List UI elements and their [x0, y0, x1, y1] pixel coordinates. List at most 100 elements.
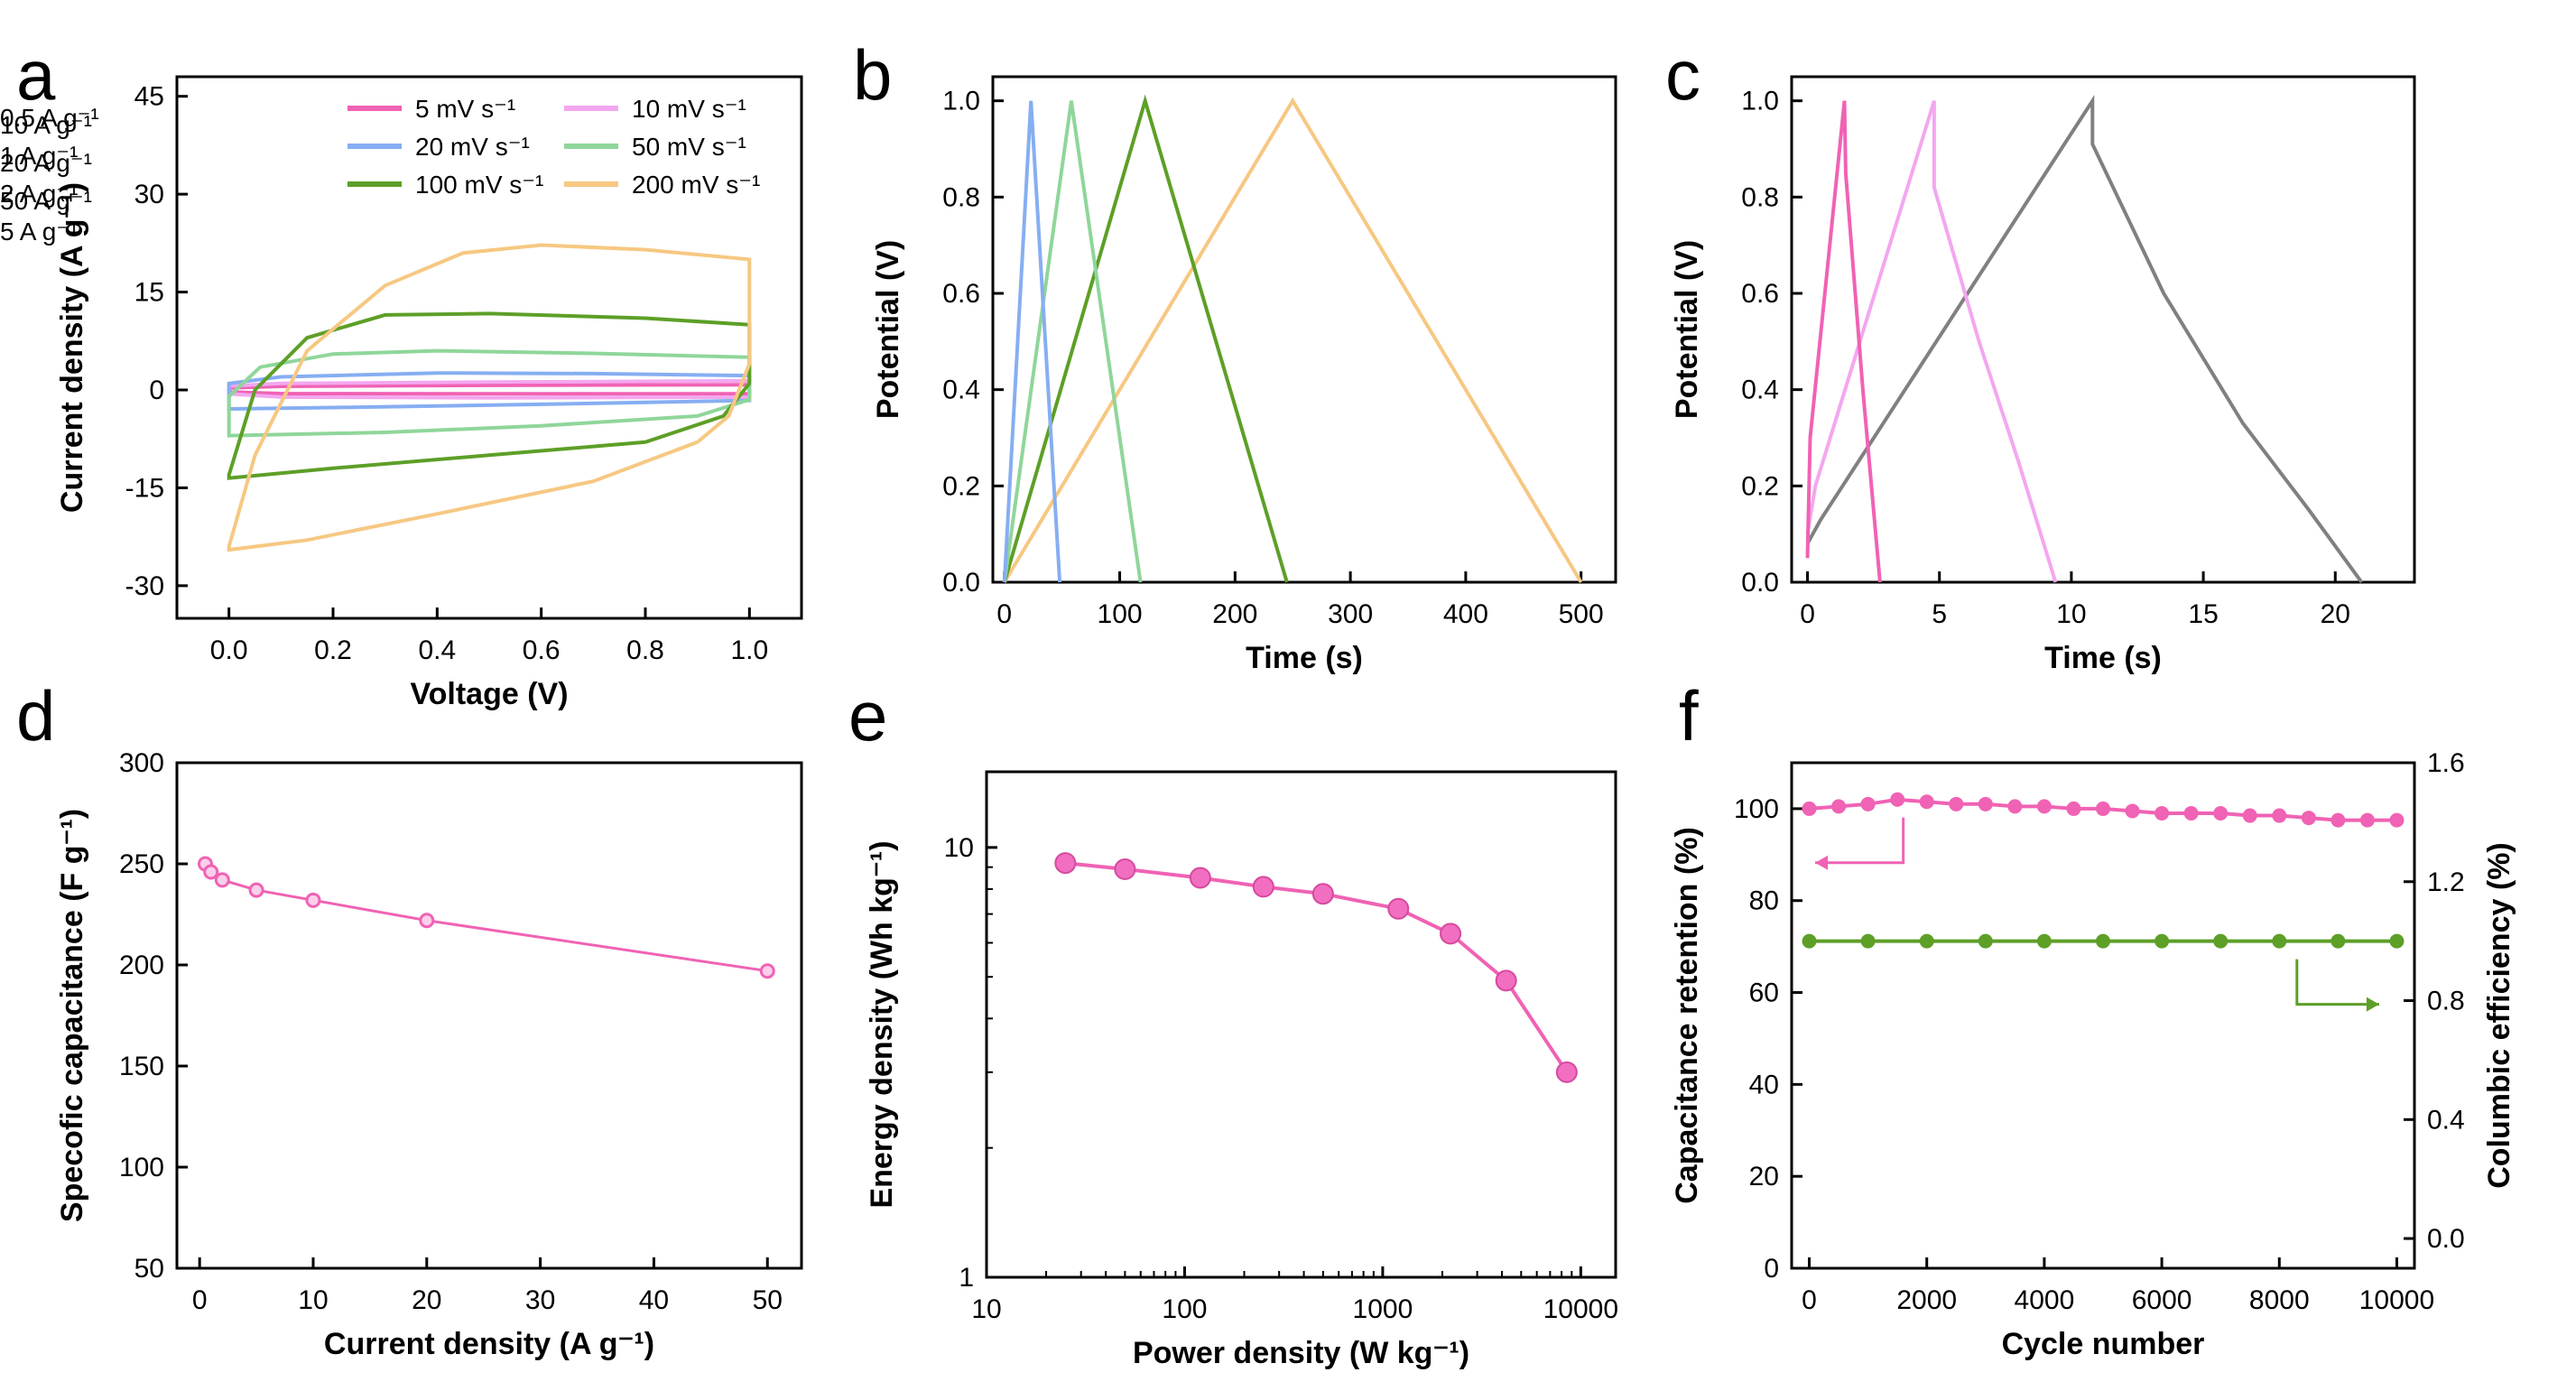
- panel-a-cv-curve: [227, 371, 752, 412]
- panel-f-x-axis-label: Cycle number: [2002, 1327, 2205, 1361]
- panel-c-plot-frame: [1790, 75, 2416, 584]
- panel-c-y-tick-label: 0.6: [1741, 279, 1779, 309]
- panel-d-y-tick-label: 200: [119, 951, 164, 980]
- panel-a-x-tick-label: 0.4: [418, 635, 456, 665]
- panel-f-retention-point: [2125, 803, 2140, 819]
- panel-d-x-axis-label: Current density (A g⁻¹): [324, 1327, 654, 1361]
- panel-c-gcd-curve: [1805, 100, 1882, 583]
- panel-f-cycling-stability: 0 2000 4000 6000 8000 10000 0 20 40 60 80 100 Cycle …: [1670, 748, 2516, 1361]
- panel-f-retention-point: [2154, 806, 2170, 821]
- panel-e-point: [1311, 883, 1334, 905]
- panel-f-x-tick-label: 0: [1802, 1285, 1817, 1315]
- panel-a-y-tick-label: 0: [149, 376, 164, 405]
- panel-b-x-tick-label: 100: [1098, 599, 1143, 629]
- panel-f-x-tick-label: 4000: [2015, 1285, 2075, 1315]
- panel-f-retention-point: [1860, 796, 1876, 811]
- panel-c-y-tick-label: 1.0: [1741, 87, 1779, 116]
- panel-label-c: c: [1665, 35, 1700, 115]
- panel-b-gcd-curve: [1002, 100, 1143, 583]
- panel-a-legend-label: 100 mV s⁻¹: [415, 171, 543, 199]
- panel-e-x-tick-label: 10000: [1543, 1294, 1618, 1324]
- panel-e-x-tick-label: 100: [1162, 1294, 1207, 1324]
- panel-f-retention-point: [2066, 801, 2081, 816]
- panel-f-efficiency-arrow: [2295, 959, 2379, 1006]
- panel-e-x-tick-label: 1000: [1353, 1294, 1413, 1324]
- panel-label-e: e: [848, 676, 887, 756]
- panel-f-retention-point: [1890, 792, 1905, 807]
- panel-a-x-tick-label: 1.0: [730, 635, 768, 665]
- panel-f-y-tick-label: 20: [1749, 1162, 1779, 1192]
- panel-f-retention-point: [2330, 812, 2346, 828]
- panel-d-x-tick-label: 10: [298, 1285, 328, 1315]
- panel-b-x-axis-label: Time (s): [1246, 641, 1363, 675]
- panel-d-x-tick-label: 0: [192, 1285, 208, 1315]
- panel-f-x-tick-label: 6000: [2132, 1285, 2192, 1315]
- panel-b-plot-frame: [991, 75, 1617, 584]
- panel-label-b: b: [853, 35, 892, 115]
- panel-f-efficiency-point: [1860, 933, 1876, 949]
- panel-c-y-axis-label: Potential (V): [1670, 240, 1704, 419]
- panel-f-efficiency-point: [2036, 933, 2052, 949]
- panel-b-x-tick-label: 500: [1559, 599, 1604, 629]
- panel-f-y-right-tick-label: 1.6: [2427, 748, 2465, 778]
- panel-f-efficiency-point: [1802, 933, 1817, 949]
- panel-a-x-tick-label: 0.6: [523, 635, 561, 665]
- panel-a-legend-label: 20 mV s⁻¹: [415, 133, 530, 161]
- panel-d-y-tick-label: 150: [119, 1052, 164, 1081]
- panel-b-gcd-curve: [1002, 100, 1062, 583]
- panel-b-gcd-curve: [1003, 97, 1583, 584]
- panel-d-line: [204, 863, 768, 973]
- panel-d-y-axis-label: Specofic capacitance (F g⁻¹): [55, 809, 89, 1222]
- panel-d-point: [759, 963, 775, 979]
- panel-f-retention-point: [2096, 801, 2110, 816]
- panel-f-y-tick-label: 80: [1749, 886, 1779, 916]
- panel-f-retention-point: [1949, 796, 1964, 811]
- panel-f-plot-frame: [1790, 761, 2416, 1270]
- panel-f-x-tick-label: 8000: [2249, 1285, 2310, 1315]
- panel-a-x-tick-label: 0.2: [314, 635, 352, 665]
- panel-d-y-tick-label: 100: [119, 1153, 164, 1182]
- panel-d-x-tick-label: 40: [639, 1285, 669, 1315]
- panel-e-x-axis-label: Power density (W kg⁻¹): [1133, 1336, 1469, 1370]
- panel-c-y-tick-label: 0.8: [1741, 182, 1779, 212]
- panel-f-y-tick-label: 0: [1764, 1254, 1779, 1284]
- panel-d-y-tick-label: 250: [119, 849, 164, 879]
- panel-b-x-tick-label: 300: [1328, 599, 1373, 629]
- panel-e-plot-frame: [985, 770, 1617, 1279]
- panel-a-x-tick-label: 0.0: [210, 635, 248, 665]
- panel-d-point: [419, 913, 435, 929]
- panel-e-y-tick-label: 10: [944, 833, 974, 863]
- panel-f-y-right-tick-label: 0.4: [2427, 1105, 2465, 1135]
- panel-b-y-tick-label: 0.4: [942, 376, 980, 405]
- panel-c-x-axis-label: Time (s): [2044, 641, 2162, 675]
- panel-a-legend-label: 10 mV s⁻¹: [632, 95, 746, 123]
- panel-f-y-tick-label: 60: [1749, 978, 1779, 1008]
- panel-f-y-tick-label: 100: [1734, 794, 1779, 824]
- panel-f-efficiency-point: [2389, 933, 2405, 949]
- panel-b-x-tick-label: 0: [996, 599, 1012, 629]
- panel-a-cv-curve: [227, 243, 752, 552]
- panel-b-legend-label: 5 A g⁻¹: [0, 218, 78, 246]
- panel-f-efficiency-point: [2330, 933, 2346, 949]
- panel-d-point: [203, 864, 219, 880]
- panel-e-point: [1252, 876, 1274, 898]
- panel-d-point: [214, 872, 230, 888]
- panel-e-point: [1054, 852, 1077, 875]
- panel-c-legend-label: 20 A g⁻¹: [0, 149, 92, 177]
- panel-f-retention-arrowhead: [1815, 855, 1829, 870]
- panel-f-y-right-tick-label: 0.0: [2427, 1224, 2465, 1254]
- panel-c-x-tick-label: 0: [1800, 599, 1815, 629]
- panel-b-legend-label: 1 A g⁻¹: [0, 142, 78, 170]
- panel-a-legend-label: 5 mV s⁻¹: [415, 95, 515, 123]
- panel-e-y-axis-label: Energy density (Wh kg⁻¹): [865, 840, 899, 1208]
- panel-f-y-tick-label: 40: [1749, 1070, 1779, 1099]
- panel-a-y-tick-label: -30: [125, 571, 164, 601]
- panel-f-y-right-tick-label: 0.8: [2427, 987, 2465, 1016]
- panel-b-y-tick-label: 0.6: [942, 279, 980, 309]
- panel-f-y-right-axis-label: Columbic efficiency (%): [2482, 842, 2516, 1189]
- panel-b-y-tick-label: 0.2: [942, 471, 980, 501]
- panel-c-x-tick-label: 5: [1932, 599, 1947, 629]
- panel-f-efficiency-point: [2213, 933, 2229, 949]
- panel-f-efficiency-point: [1978, 933, 1993, 949]
